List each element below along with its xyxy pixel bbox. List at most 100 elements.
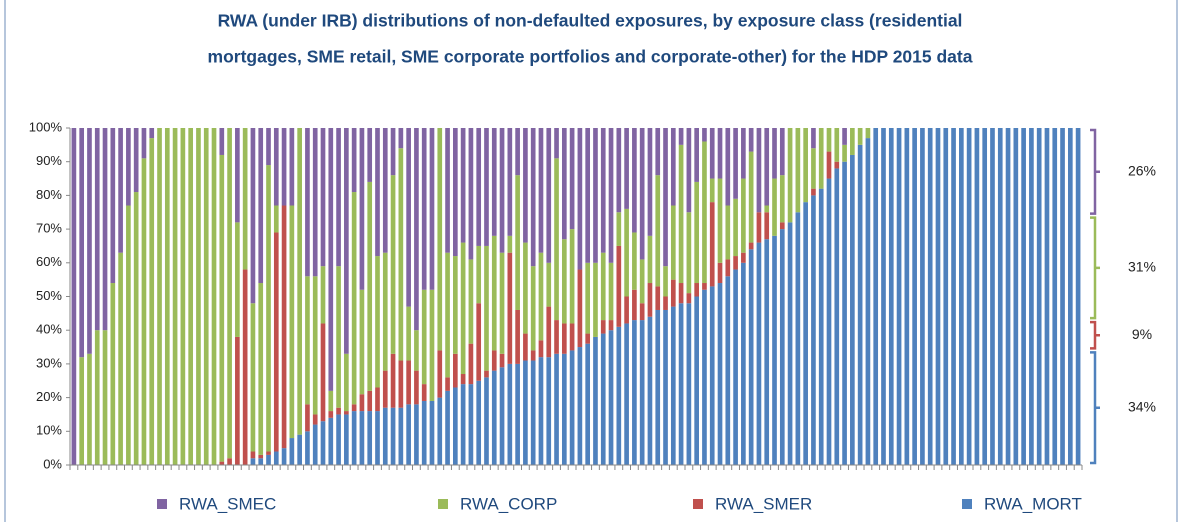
- bar-segment: [826, 178, 832, 466]
- bar-segment: [632, 128, 637, 233]
- bar-segment: [484, 377, 489, 465]
- bar-segment: [554, 320, 559, 354]
- bar-segment: [453, 387, 458, 465]
- bar-segment: [702, 289, 707, 465]
- bar-segment: [538, 252, 544, 341]
- bar-segment: [530, 360, 536, 465]
- bar-segment: [904, 128, 910, 465]
- bar-segment: [803, 128, 808, 203]
- bar-segment: [180, 128, 186, 465]
- bar-segment: [670, 279, 676, 307]
- bar-segment: [87, 128, 92, 354]
- bar-segment: [569, 350, 575, 465]
- bar-segment: [382, 252, 388, 371]
- bar-segment: [912, 128, 917, 465]
- bar-segment: [328, 390, 334, 412]
- bar-segment: [141, 158, 147, 465]
- bar-segment: [351, 411, 357, 465]
- bar-segment: [87, 353, 92, 465]
- bar-segment: [499, 353, 505, 368]
- bar-segment: [850, 154, 855, 465]
- bar-segment: [320, 421, 326, 465]
- bar-segment: [725, 276, 731, 465]
- legend-swatch: [962, 499, 972, 509]
- bar-segment: [344, 414, 349, 465]
- bar-segment: [608, 330, 614, 465]
- bar-segment: [344, 411, 349, 415]
- bar-segment: [281, 128, 287, 206]
- bar-segment: [515, 363, 520, 465]
- bar-segment: [406, 128, 411, 307]
- bar-segment: [258, 283, 264, 455]
- bar-segment: [686, 212, 692, 294]
- bar-segment: [250, 458, 256, 465]
- bar-segment: [772, 178, 777, 236]
- bar-segment: [616, 326, 622, 465]
- bar-segment: [702, 128, 707, 142]
- share-label: 31%: [1128, 259, 1156, 275]
- bar-segment: [927, 128, 933, 465]
- bar-segment: [600, 252, 606, 321]
- bar-segment: [476, 128, 482, 246]
- bar-segment: [242, 128, 248, 270]
- bar-segment: [795, 128, 801, 213]
- bar-segment: [437, 350, 443, 398]
- bar-segment: [787, 128, 793, 223]
- bar-segment: [811, 195, 816, 465]
- bar-segment: [694, 128, 699, 182]
- bar-segment: [507, 252, 513, 364]
- bar-segment: [593, 128, 598, 263]
- bar-segment: [624, 323, 629, 465]
- bar-segment: [733, 269, 738, 465]
- bar-segment: [1036, 128, 1042, 465]
- bar-segment: [328, 128, 334, 391]
- bar-segment: [499, 128, 505, 253]
- frame: [4, 0, 1178, 522]
- chart-title: RWA (under IRB) distributions of non-def…: [218, 11, 963, 31]
- legend-label: RWA_CORP: [460, 494, 557, 513]
- bar-segment: [250, 128, 256, 304]
- bar-segment: [1075, 128, 1081, 465]
- share-label: 26%: [1128, 163, 1156, 179]
- bar-segment: [297, 434, 302, 465]
- bar-segment: [157, 128, 162, 465]
- bar-segment: [561, 239, 567, 324]
- bar-segment: [779, 128, 785, 176]
- bar-segment: [227, 128, 232, 459]
- bar-segment: [211, 128, 217, 465]
- bar-segment: [406, 404, 411, 465]
- bar-segment: [639, 128, 645, 260]
- bar-segment: [491, 370, 497, 465]
- bar-segment: [818, 188, 824, 465]
- bar-segment: [429, 289, 435, 401]
- bar-segment: [600, 333, 606, 465]
- bar-segment: [102, 330, 108, 465]
- bar-segment: [468, 128, 474, 260]
- bar-segment: [639, 259, 645, 304]
- bar-segment: [258, 454, 264, 459]
- y-tick-label: 50%: [36, 288, 62, 303]
- bar-segment: [608, 128, 614, 263]
- bar-segment: [523, 360, 528, 465]
- bar-segment: [686, 303, 692, 465]
- bar-segment: [219, 461, 225, 465]
- bar-segment: [476, 380, 482, 465]
- bar-segment: [320, 323, 326, 422]
- bar-segment: [1005, 128, 1011, 465]
- bar-segment: [694, 283, 699, 297]
- bar-segment: [593, 336, 598, 465]
- bar-segment: [453, 128, 458, 257]
- legend-swatch: [438, 499, 448, 509]
- bar-segment: [367, 181, 373, 391]
- bar-segment: [733, 256, 738, 270]
- bar-segment: [764, 212, 770, 240]
- bar-segment: [569, 229, 575, 324]
- bar-segment: [546, 262, 552, 307]
- y-tick-label: 0%: [43, 456, 62, 471]
- share-label: 34%: [1128, 398, 1156, 414]
- bar-segment: [632, 232, 637, 290]
- bar-segment: [616, 128, 622, 213]
- bar-segment: [647, 316, 653, 465]
- bar-segment: [328, 411, 334, 418]
- bar-segment: [460, 374, 466, 385]
